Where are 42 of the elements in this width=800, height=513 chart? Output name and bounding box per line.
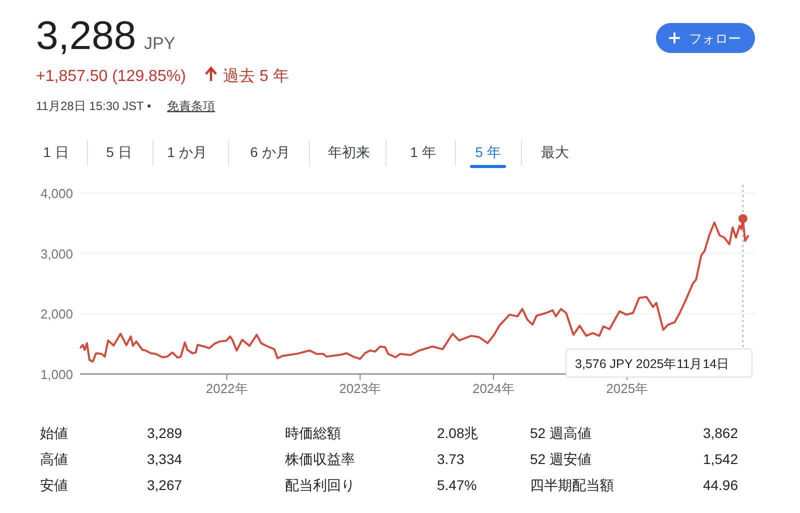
- annotation: 3,576 JPY 2025年11月14日: [575, 357, 730, 371]
- text: 時価総額: [285, 425, 341, 441]
- text: 高値: [40, 451, 68, 467]
- y-tick-label: 2,000: [40, 306, 73, 322]
- text: 最大: [541, 144, 569, 160]
- text: 5.47%: [437, 477, 477, 493]
- x-tick-label: 2024年: [472, 381, 514, 396]
- x-tick-label: 2025年: [606, 381, 648, 396]
- text: 始値: [40, 425, 68, 441]
- text: 3,862: [702, 425, 738, 441]
- y-tick-label: 1,000: [40, 367, 73, 382]
- text: 株価収益率: [284, 451, 355, 467]
- x-tick-label: 2022年: [206, 381, 248, 396]
- text: 3,267: [147, 477, 182, 493]
- text: 安値: [40, 477, 68, 493]
- text: 過去 5 年: [223, 67, 289, 85]
- text: 四半期配当額: [530, 477, 614, 493]
- text: 配当利回り: [285, 477, 355, 493]
- y-tick-label: 3,000: [40, 246, 73, 262]
- text: 52 週安値: [530, 451, 592, 467]
- text: 3,334: [147, 451, 182, 467]
- text: 52 週高値: [530, 425, 592, 441]
- text: 5 年: [475, 144, 501, 160]
- text: 11月28日 15:30 JST •: [36, 99, 152, 113]
- y-tick-label: 4,000: [40, 186, 73, 201]
- chart-title: 3,288: [36, 14, 136, 58]
- text: 2.08兆: [437, 425, 478, 441]
- text: フォロー: [689, 31, 741, 46]
- text: JPY: [144, 34, 176, 53]
- text: 1,542: [702, 451, 738, 467]
- text: 6 か月: [250, 144, 290, 160]
- text: 1 か月: [167, 144, 207, 160]
- text: +1,857.50 (129.85%): [36, 68, 186, 85]
- text: 免責条項: [167, 99, 215, 113]
- text: 44.96: [702, 477, 738, 493]
- x-tick-label: 2023年: [339, 381, 382, 396]
- text: 年初来: [328, 144, 370, 160]
- text: 1 年: [410, 144, 436, 160]
- text: 3,289: [147, 425, 182, 441]
- text: 3.73: [437, 451, 464, 467]
- text: 5 日: [106, 144, 132, 160]
- text: 1 日: [43, 144, 69, 160]
